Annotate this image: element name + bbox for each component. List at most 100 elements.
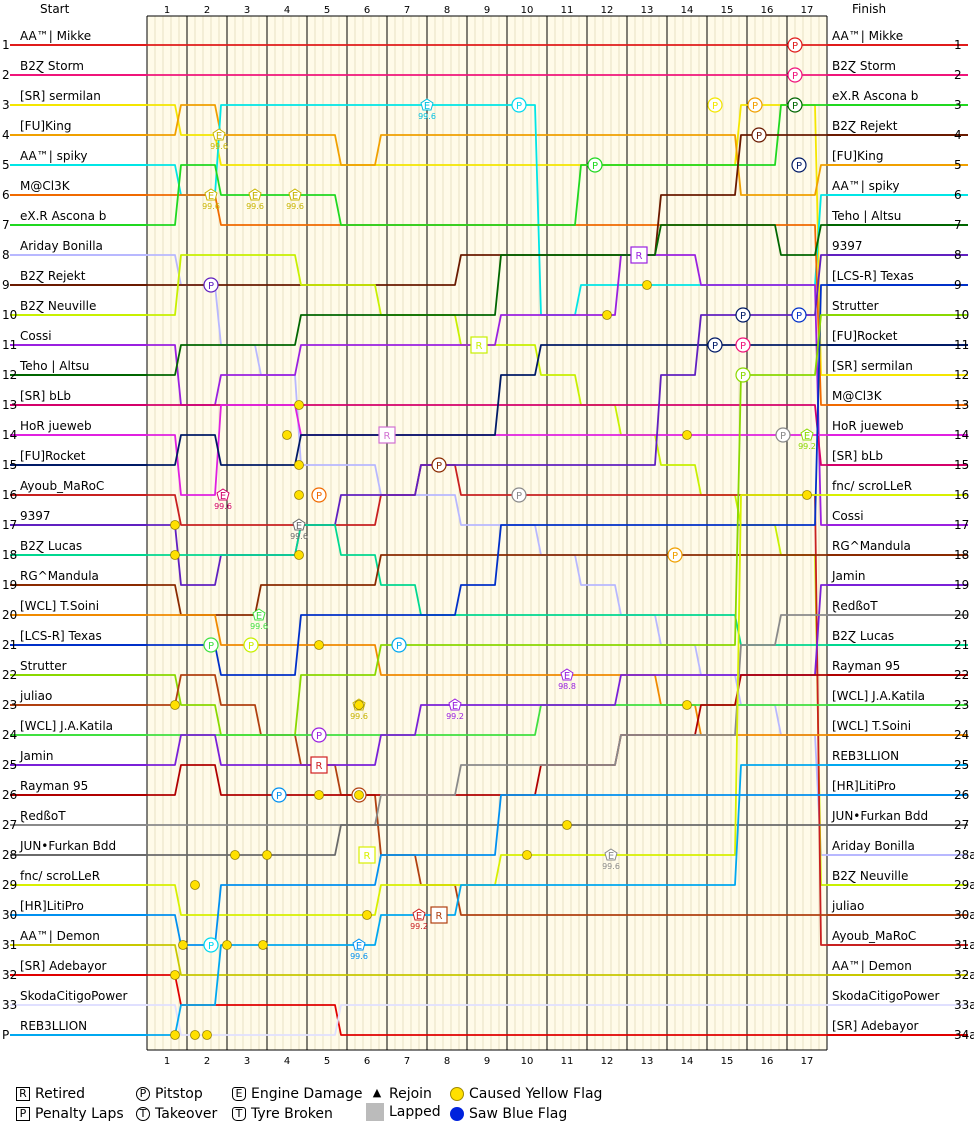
start-position-number: 27 (2, 818, 17, 832)
start-driver-label: [SR] bLb (20, 389, 71, 403)
yellow-flag-dot (258, 940, 268, 950)
lap-number-bottom: 17 (801, 1056, 814, 1067)
yellow-flag-dot (262, 850, 272, 860)
finish-driver-label: Cossi (832, 509, 864, 523)
retired-marker: R (430, 906, 448, 924)
engine-note: 99.6 (290, 532, 308, 541)
finish-position-number: 1 (954, 38, 962, 52)
engine-pentagon (204, 188, 218, 201)
pitstop-marker: P (735, 307, 751, 323)
marker-letter: P (756, 131, 762, 142)
marker-letter: P (792, 101, 798, 112)
lap-number-bottom: 9 (484, 1056, 490, 1067)
pitstop-circle (707, 97, 723, 113)
marker-letter: P (740, 371, 746, 382)
yellow-flag-dot (202, 1030, 212, 1040)
yellow-flag-dot (354, 790, 364, 800)
finish-position-number: 11 (954, 338, 969, 352)
marker-letter: E (452, 701, 458, 712)
yellow-flag-dot (170, 1030, 180, 1040)
pitstop-marker: P (271, 787, 287, 803)
pitstop-circle (391, 637, 407, 653)
lap-number-top: 12 (601, 5, 614, 16)
finish-position-number: 32a (954, 968, 974, 982)
series-line (147, 284, 827, 676)
lap-number-bottom: 10 (521, 1056, 534, 1067)
pitstop-circle (735, 367, 751, 383)
engine-note: 99.2 (446, 712, 464, 721)
lap-number-labels: 1122334455667788991010111112121313141415… (164, 5, 814, 1067)
yellow-flag-dot (642, 280, 652, 290)
marker-letter: P (740, 311, 746, 322)
finish-position-number: 28a (954, 848, 974, 862)
legend-label: Takeover (155, 1106, 218, 1122)
marker-letter: P (712, 101, 718, 112)
marker-letter: P (740, 341, 746, 352)
retired-box (630, 246, 648, 264)
lap-number-top: 11 (561, 5, 574, 16)
lap-number-bottom: 11 (561, 1056, 574, 1067)
marker-letter: P (208, 281, 214, 292)
pitstop-marker: P (791, 157, 807, 173)
start-position-number: 18 (2, 548, 17, 562)
start-driver-label: Teho | Altsu (19, 359, 89, 373)
takeover-icon: T (136, 1107, 150, 1121)
yellow-flag-dot (602, 310, 612, 320)
finish-driver-label: B2Ɀ Storm (832, 59, 896, 74)
start-driver-label: ⱤedßoT (20, 809, 66, 823)
engine-note: 99.6 (286, 202, 304, 211)
lap-number-top: 1 (164, 5, 170, 16)
start-position-number: 3 (2, 98, 10, 112)
start-position-number: 28 (2, 848, 17, 862)
engine-pentagon (352, 938, 366, 951)
yellow-flag-dot (190, 1030, 200, 1040)
series-line (147, 674, 827, 796)
lap-number-bottom: 2 (204, 1056, 210, 1067)
finish-driver-label: juliao (831, 899, 864, 913)
series-line (147, 614, 827, 826)
marker-letter: P (752, 101, 758, 112)
start-position-number: 23 (2, 698, 17, 712)
finish-position-number: 24 (954, 728, 969, 742)
lap-number-top: 3 (244, 5, 250, 16)
start-driver-label: AA™| Mikke (20, 29, 91, 43)
series-line (147, 254, 827, 526)
engine-note: 99.6 (210, 142, 228, 151)
start-position-number: 33 (2, 998, 17, 1012)
engine-damage-marker: 99.6E (418, 98, 436, 121)
pitstop-marker: P (787, 67, 803, 83)
marker-letter: P (672, 551, 678, 562)
lap-number-bottom: 12 (601, 1056, 614, 1067)
start-position-number: 24 (2, 728, 17, 742)
pitstop-marker: P (311, 487, 327, 503)
engine-pentagon (420, 98, 434, 111)
legend-takeover: T Takeover (136, 1105, 217, 1123)
lap-number-top: 5 (324, 5, 330, 16)
marker-letter: E (608, 851, 614, 862)
finish-position-number: 16 (954, 488, 969, 502)
pitstop-circle (203, 277, 219, 293)
finish-position-number: 8 (954, 248, 962, 262)
engine-pentagon (412, 908, 426, 921)
yellow-flag-dot (170, 550, 180, 560)
yellow-flag-dot (282, 430, 292, 440)
lap-number-bottom: 6 (364, 1056, 370, 1067)
lap-number-top: 10 (521, 5, 534, 16)
finish-position-number: 33a (954, 998, 974, 1012)
lap-number-top: 13 (641, 5, 654, 16)
engine-note: 99.6 (202, 202, 220, 211)
lap-number-bottom: 4 (284, 1056, 290, 1067)
series-line (147, 104, 827, 196)
start-position-number: 9 (2, 278, 10, 292)
lap-number-top: 8 (444, 5, 450, 16)
legend-rejoin: ▲ Rejoin (370, 1085, 432, 1103)
start-position-number: 11 (2, 338, 17, 352)
finish-position-number: 2 (954, 68, 962, 82)
finish-position-number: 13 (954, 398, 969, 412)
lap-number-top: 7 (404, 5, 410, 16)
retired-box (378, 426, 396, 444)
marker-letter: P (792, 71, 798, 82)
pitstop-marker: P (203, 277, 219, 293)
yellow-flag-dot (522, 850, 532, 860)
